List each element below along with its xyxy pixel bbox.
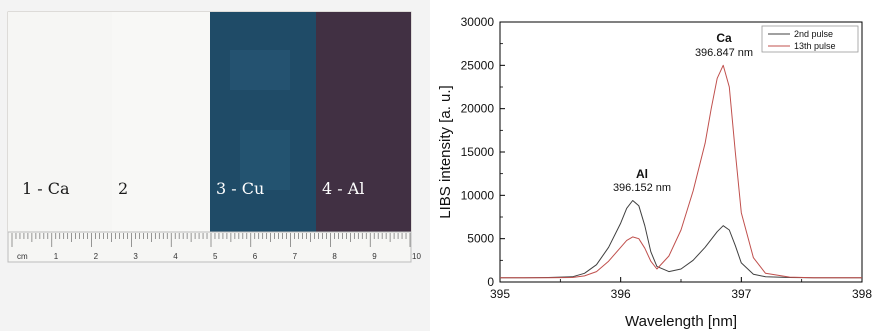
spectrum-chart: 0 5000 10000 15000 20000 25000 30000 395 396 397 3… (437, 15, 872, 330)
y-tick-label: 0 (487, 275, 494, 289)
y-axis-title: LIBS intensity [a. u.] (437, 85, 454, 218)
y-tick-label: 10000 (461, 188, 495, 202)
y-tick-label: 5000 (467, 232, 494, 246)
ruler-number: 1 (54, 252, 59, 261)
series-line-13th-pulse (500, 64, 862, 279)
annotation-ca-element: Ca (716, 31, 732, 45)
ruler-numbers: 1 2 3 4 5 6 7 8 9 10 (54, 252, 422, 261)
legend-label-13th-pulse: 13th pulse (794, 41, 836, 51)
x-axis-title: Wavelength [nm] (625, 313, 737, 330)
ruler-number: 9 (372, 252, 377, 261)
ruler (7, 231, 412, 263)
x-tick-label: 398 (852, 287, 872, 301)
ruler-number: 6 (253, 252, 258, 261)
annotation-al-element: Al (636, 167, 648, 181)
sample-photo: 1 - Ca 2 3 - Cu 4 - Al cm 1 2 3 4 5 6 7 8 9 10 (0, 0, 430, 331)
y-tick-label: 25000 (461, 58, 495, 72)
sample-4-al-region (316, 12, 411, 232)
ruler-ticks (11, 233, 411, 247)
sample-label-2: 2 (118, 179, 128, 198)
sample-3-cu-region (210, 12, 316, 232)
ruler-number: 4 (173, 252, 178, 261)
sample-label-4: 4 - Al (322, 179, 364, 198)
sample-3-texture (230, 50, 290, 90)
legend: 2nd pulse 13th pulse (761, 25, 859, 53)
ruler-number: 10 (412, 252, 421, 261)
ruler-number: 2 (94, 252, 99, 261)
sample-3-texture-2 (240, 130, 290, 190)
annotation-al-wavelength: 396.152 nm (613, 182, 671, 194)
series-line-2nd-pulse (500, 200, 862, 279)
y-tick-label: 15000 (461, 145, 495, 159)
ruler-number: 5 (213, 252, 218, 261)
annotation-ca-wavelength: 396.847 nm (695, 47, 753, 59)
legend-label-2nd-pulse: 2nd pulse (794, 29, 833, 39)
spectrum-chart-panel: 0 5000 10000 15000 20000 25000 30000 395 396 397 3… (430, 0, 872, 331)
ruler-number: 7 (293, 252, 298, 261)
legend-box (761, 25, 859, 53)
series-lines (500, 64, 862, 279)
x-tick-label: 395 (490, 287, 510, 301)
plot-frame (499, 21, 863, 283)
y-tick-label: 30000 (461, 15, 495, 29)
ruler-number: 8 (332, 252, 337, 261)
ruler-unit-label: cm (17, 252, 28, 261)
sample-2-region (112, 12, 210, 232)
sample-label-3: 3 - Cu (216, 179, 264, 198)
x-tick-label: 396 (611, 287, 631, 301)
ruler-number: 3 (133, 252, 138, 261)
x-tick-label: 397 (731, 287, 751, 301)
sample-label-1: 1 - Ca (22, 179, 70, 198)
sample-photo-panel: 1 - Ca 2 3 - Cu 4 - Al cm 1 2 3 4 5 6 7 8 9 10 (0, 0, 430, 331)
y-tick-label: 20000 (461, 102, 495, 116)
axis-ticks: 0 5000 10000 15000 20000 25000 30000 395 396 397 3… (461, 15, 872, 301)
